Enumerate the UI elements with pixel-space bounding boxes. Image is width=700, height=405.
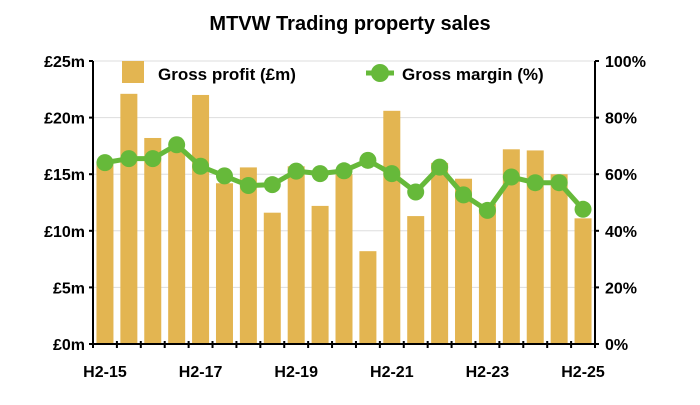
bar-H2-23: [478, 203, 496, 344]
left-tick-label: £25m: [44, 54, 85, 71]
margin-point-H1-18: [215, 167, 233, 185]
margin-point-H1-23: [455, 186, 473, 204]
left-tick-label: £20m: [44, 111, 85, 128]
x-tick-label: H2-15: [83, 364, 127, 381]
margin-point-H1-20: [311, 165, 329, 183]
x-tick-label: H2-17: [179, 364, 223, 381]
margin-point-H1-21: [359, 151, 377, 169]
right-tick-label: 20%: [605, 280, 637, 297]
right-tick-label: 40%: [605, 224, 637, 241]
bar-H1-19: [263, 212, 281, 344]
bar-H2-15: [96, 161, 114, 344]
margin-point-H1-19: [263, 176, 281, 194]
margin-point-H2-15: [96, 154, 114, 172]
x-tick-label: H2-25: [561, 364, 605, 381]
bar-H1-21: [359, 251, 377, 344]
right-tick-label: 80%: [605, 111, 637, 128]
bar-H1-17: [168, 149, 186, 344]
x-tick-label: H2-21: [370, 364, 414, 381]
margin-point-H1-17: [168, 136, 186, 154]
margin-point-H2-25: [574, 200, 592, 218]
bar-H1-18: [215, 183, 233, 344]
right-tick-label: 100%: [605, 54, 646, 71]
bar-H2-17: [192, 94, 210, 345]
bar-H2-25: [574, 218, 592, 344]
bar-H1-20: [311, 205, 329, 344]
bar-H1-22: [407, 216, 425, 344]
bar-H1-24: [502, 149, 520, 344]
margin-point-H2-24: [526, 174, 544, 192]
bar-H2-21: [383, 110, 401, 344]
margin-point-H2-16: [144, 150, 162, 168]
margin-point-H1-16: [120, 150, 138, 168]
chart-title: MTVW Trading property sales: [209, 13, 490, 35]
legend-bar-swatch: [122, 61, 144, 83]
bar-H2-19: [287, 166, 305, 344]
right-tick-label: 0%: [605, 337, 628, 354]
margin-point-H2-19: [287, 162, 305, 180]
margin-point-H1-22: [407, 183, 425, 201]
x-tick-label: H2-23: [466, 364, 510, 381]
margin-point-H2-17: [192, 157, 210, 175]
margin-point-H2-20: [335, 162, 353, 180]
x-tick-label: H2-19: [274, 364, 318, 381]
bar-H2-20: [335, 174, 353, 344]
margin-point-H2-21: [383, 165, 401, 183]
legend-point-swatch: [371, 64, 389, 82]
margin-point-H2-23: [478, 201, 496, 219]
margin-point-H2-18: [239, 177, 257, 195]
legend-gross-profit: Gross profit (£m): [158, 65, 296, 84]
left-tick-label: £0m: [53, 337, 85, 354]
bar-H2-24: [526, 150, 544, 344]
left-tick-label: £15m: [44, 167, 85, 184]
right-tick-label: 60%: [605, 167, 637, 184]
left-tick-label: £5m: [53, 280, 85, 297]
bar-H2-22: [431, 162, 449, 344]
margin-point-H2-22: [431, 158, 449, 176]
bar-H1-23: [455, 178, 473, 344]
bar-H2-18: [239, 167, 257, 344]
legend-gross-margin: Gross margin (%): [402, 65, 544, 84]
bar-H1-16: [120, 93, 138, 344]
bar-H1-25: [550, 174, 568, 344]
left-tick-label: £10m: [44, 224, 85, 241]
margin-point-H1-25: [550, 174, 568, 192]
margin-point-H1-24: [502, 168, 520, 186]
bar-H2-16: [144, 137, 162, 344]
